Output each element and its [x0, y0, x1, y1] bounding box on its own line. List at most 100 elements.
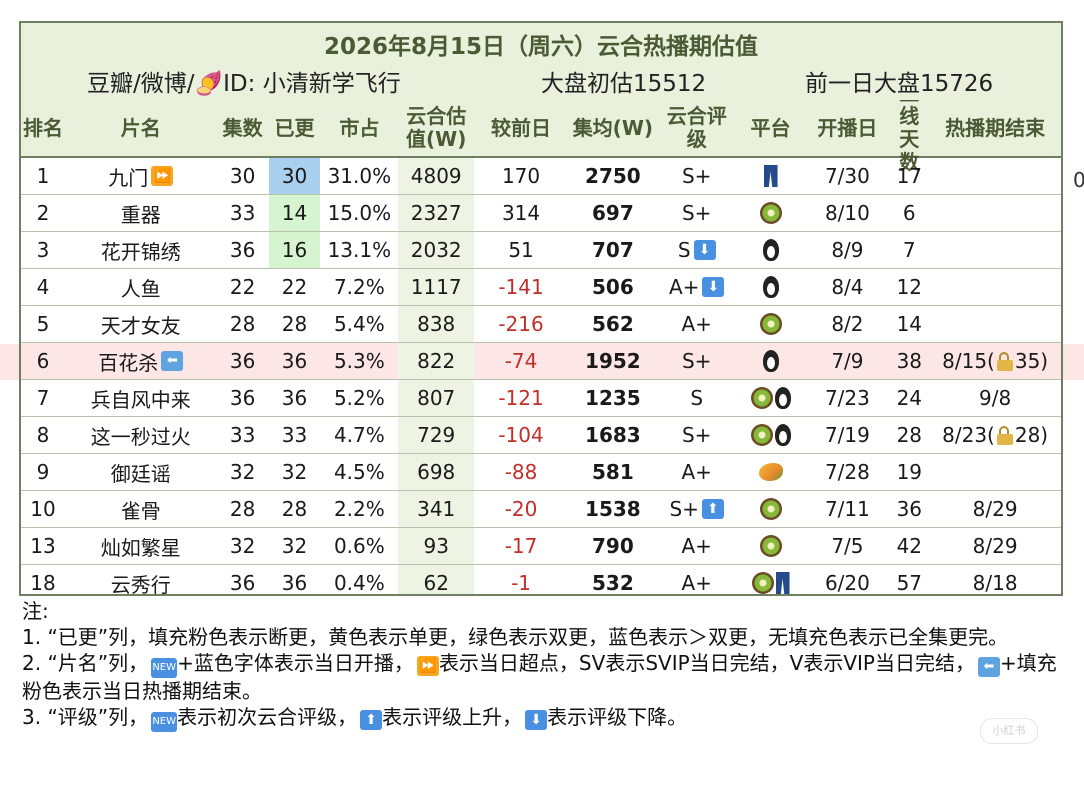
new-icon: NEW — [151, 658, 178, 678]
episodes-cell: 30 — [229, 164, 256, 188]
platform-cell — [736, 232, 806, 268]
header-cell: 排名 — [22, 115, 63, 140]
days-cell: 38 — [896, 349, 923, 373]
share-cell: 2.2% — [333, 497, 385, 521]
delta-cell: 51 — [508, 238, 534, 262]
title-cell: 御廷谣 — [110, 461, 171, 486]
updated-cell: 28 — [281, 497, 308, 521]
episodes-cell: 28 — [229, 312, 256, 336]
updated-cell: 32 — [281, 534, 308, 558]
rank-cell: 7 — [36, 386, 50, 410]
value-cell: 822 — [398, 343, 475, 379]
value-cell: 93 — [398, 528, 475, 564]
start-date-cell: 7/9 — [831, 349, 864, 373]
header-cell: 平台 — [750, 115, 791, 140]
end-date-cell: 8/15(35) — [942, 349, 1049, 373]
kiwi-icon — [759, 535, 782, 557]
updated-cell: 30 — [268, 158, 321, 194]
platform-cell — [736, 306, 806, 342]
episodes-cell: 36 — [229, 349, 256, 373]
rank-cell: 2 — [36, 201, 50, 225]
share-cell: 13.1% — [327, 238, 392, 262]
title-cell: 灿如繁星 — [100, 535, 181, 560]
value-cell: 2032 — [398, 232, 475, 268]
delta-cell: -88 — [504, 460, 538, 484]
note-1: 1. “已更”列，填充粉色表示断更，黄色表示单更，绿色表示双更，蓝色表示＞双更，… — [22, 625, 1009, 649]
kiwi-icon — [759, 202, 782, 224]
fast-forward-icon: ⏩ — [416, 656, 439, 676]
start-date-cell: 7/28 — [824, 460, 870, 484]
average-cell: 707 — [591, 238, 634, 262]
header-cell: 开播日 — [817, 115, 878, 140]
table-row: 18 云秀行 36 36 0.4% 62 -1 532 A+ 6/20 57 8/18 — [21, 565, 1061, 595]
average-cell: 506 — [591, 275, 634, 299]
header-cell: 已更 — [274, 115, 315, 140]
updated-cell: 14 — [268, 195, 321, 231]
rank-cell: 1 — [36, 164, 50, 188]
header-cell: 较前日 — [491, 115, 552, 140]
days-cell: 24 — [896, 386, 923, 410]
penguin-icon — [762, 239, 779, 261]
days-cell: 6 — [902, 201, 916, 225]
side-mark: 0 — [1073, 168, 1084, 192]
rank-cell: 13 — [30, 534, 56, 558]
updated-cell: 16 — [268, 232, 321, 268]
initial-estimate: 大盘初估15512 — [541, 71, 707, 97]
table-row: 3 花开锦绣 36 16 13.1% 2032 51 707 S ⬇ 8/9 7 — [21, 232, 1061, 269]
title-cell: 这一秒过火 — [90, 424, 191, 449]
rank-cell: 10 — [30, 497, 56, 521]
share-cell: 5.2% — [333, 386, 385, 410]
share-cell: 7.2% — [333, 275, 385, 299]
days-cell: 42 — [896, 534, 923, 558]
rating-cell: A+ — [681, 534, 712, 558]
table-header: 排名片名集数已更市占云合估值(W)较前日集均(W)云合评级平台开播日上线天数热播… — [21, 82, 1061, 174]
platform-cell — [736, 417, 806, 453]
start-date-cell: 6/20 — [824, 571, 870, 595]
rating-cell: A+ — [681, 460, 712, 484]
lock-icon — [996, 425, 1014, 445]
penguin-icon — [774, 387, 791, 409]
start-date-cell: 8/4 — [831, 275, 864, 299]
header-cell: 市占 — [339, 115, 380, 140]
platform-cell — [736, 343, 806, 379]
rating-cell: S+ — [681, 349, 712, 373]
platform-cell — [736, 454, 806, 490]
rating-cell: S+ — [681, 423, 712, 447]
average-cell: 790 — [591, 534, 634, 558]
table-row: 7 兵自风中来 36 36 5.2% 807 -121 1235 S 7/23 24 9/8 — [21, 380, 1061, 417]
share-cell: 5.3% — [333, 349, 385, 373]
header-cell: 热播期结束 — [945, 115, 1046, 140]
header-cell: 集数 — [222, 115, 263, 140]
average-cell: 697 — [591, 201, 634, 225]
ranking-table: 2026年8月15日（周六）云合热播期估值 豆瓣/微博/🍠ID: 小清新学飞行 … — [19, 21, 1063, 596]
start-date-cell: 7/23 — [824, 386, 870, 410]
end-date-cell: 8/23(28) — [942, 423, 1049, 447]
rating-cell: S+ — [681, 201, 712, 225]
episodes-cell: 36 — [229, 386, 256, 410]
table-row: 5 天才女友 28 28 5.4% 838 -216 562 A+ 8/2 14 — [21, 306, 1061, 343]
end-date-cell — [929, 195, 1061, 231]
table-subtitle: 豆瓣/微博/🍠ID: 小清新学飞行 大盘初估15512 前一日大盘15726 — [21, 68, 1061, 100]
rank-cell: 3 — [36, 238, 50, 262]
kiwi-icon — [759, 498, 782, 520]
end-date-cell: 8/29 — [972, 534, 1018, 558]
title-cell: 重器 — [120, 202, 161, 227]
delta-cell: -74 — [504, 349, 538, 373]
delta-cell: 314 — [501, 201, 541, 225]
share-cell: 15.0% — [327, 201, 392, 225]
table-row: 8 这一秒过火 33 33 4.7% 729 -104 1683 S+ 7/19 28 8/23(28… — [21, 417, 1061, 454]
average-cell: 1538 — [585, 497, 641, 521]
start-date-cell: 8/2 — [831, 312, 864, 336]
days-cell: 17 — [896, 164, 923, 188]
title-cell: 百花杀 ⬅ — [65, 343, 217, 379]
rank-cell: 5 — [36, 312, 50, 336]
platform-cell — [736, 380, 806, 416]
end-date-cell — [929, 454, 1061, 490]
episodes-cell: 33 — [229, 423, 256, 447]
updated-cell: 36 — [281, 571, 308, 595]
rating-cell: S ⬇ — [658, 232, 736, 268]
title-cell: 九门 ⏩ — [65, 158, 217, 194]
penguin-icon — [774, 424, 791, 446]
note-3: 3. “评级”列， NEW表示初次云合评级， ⬆ 表示评级上升， ⬇ 表示评级下降。 — [22, 704, 1067, 732]
table-row: 10 雀骨 28 28 2.2% 341 -20 1538 S+ ⬆ 7/11 36 8/29 — [21, 491, 1061, 528]
